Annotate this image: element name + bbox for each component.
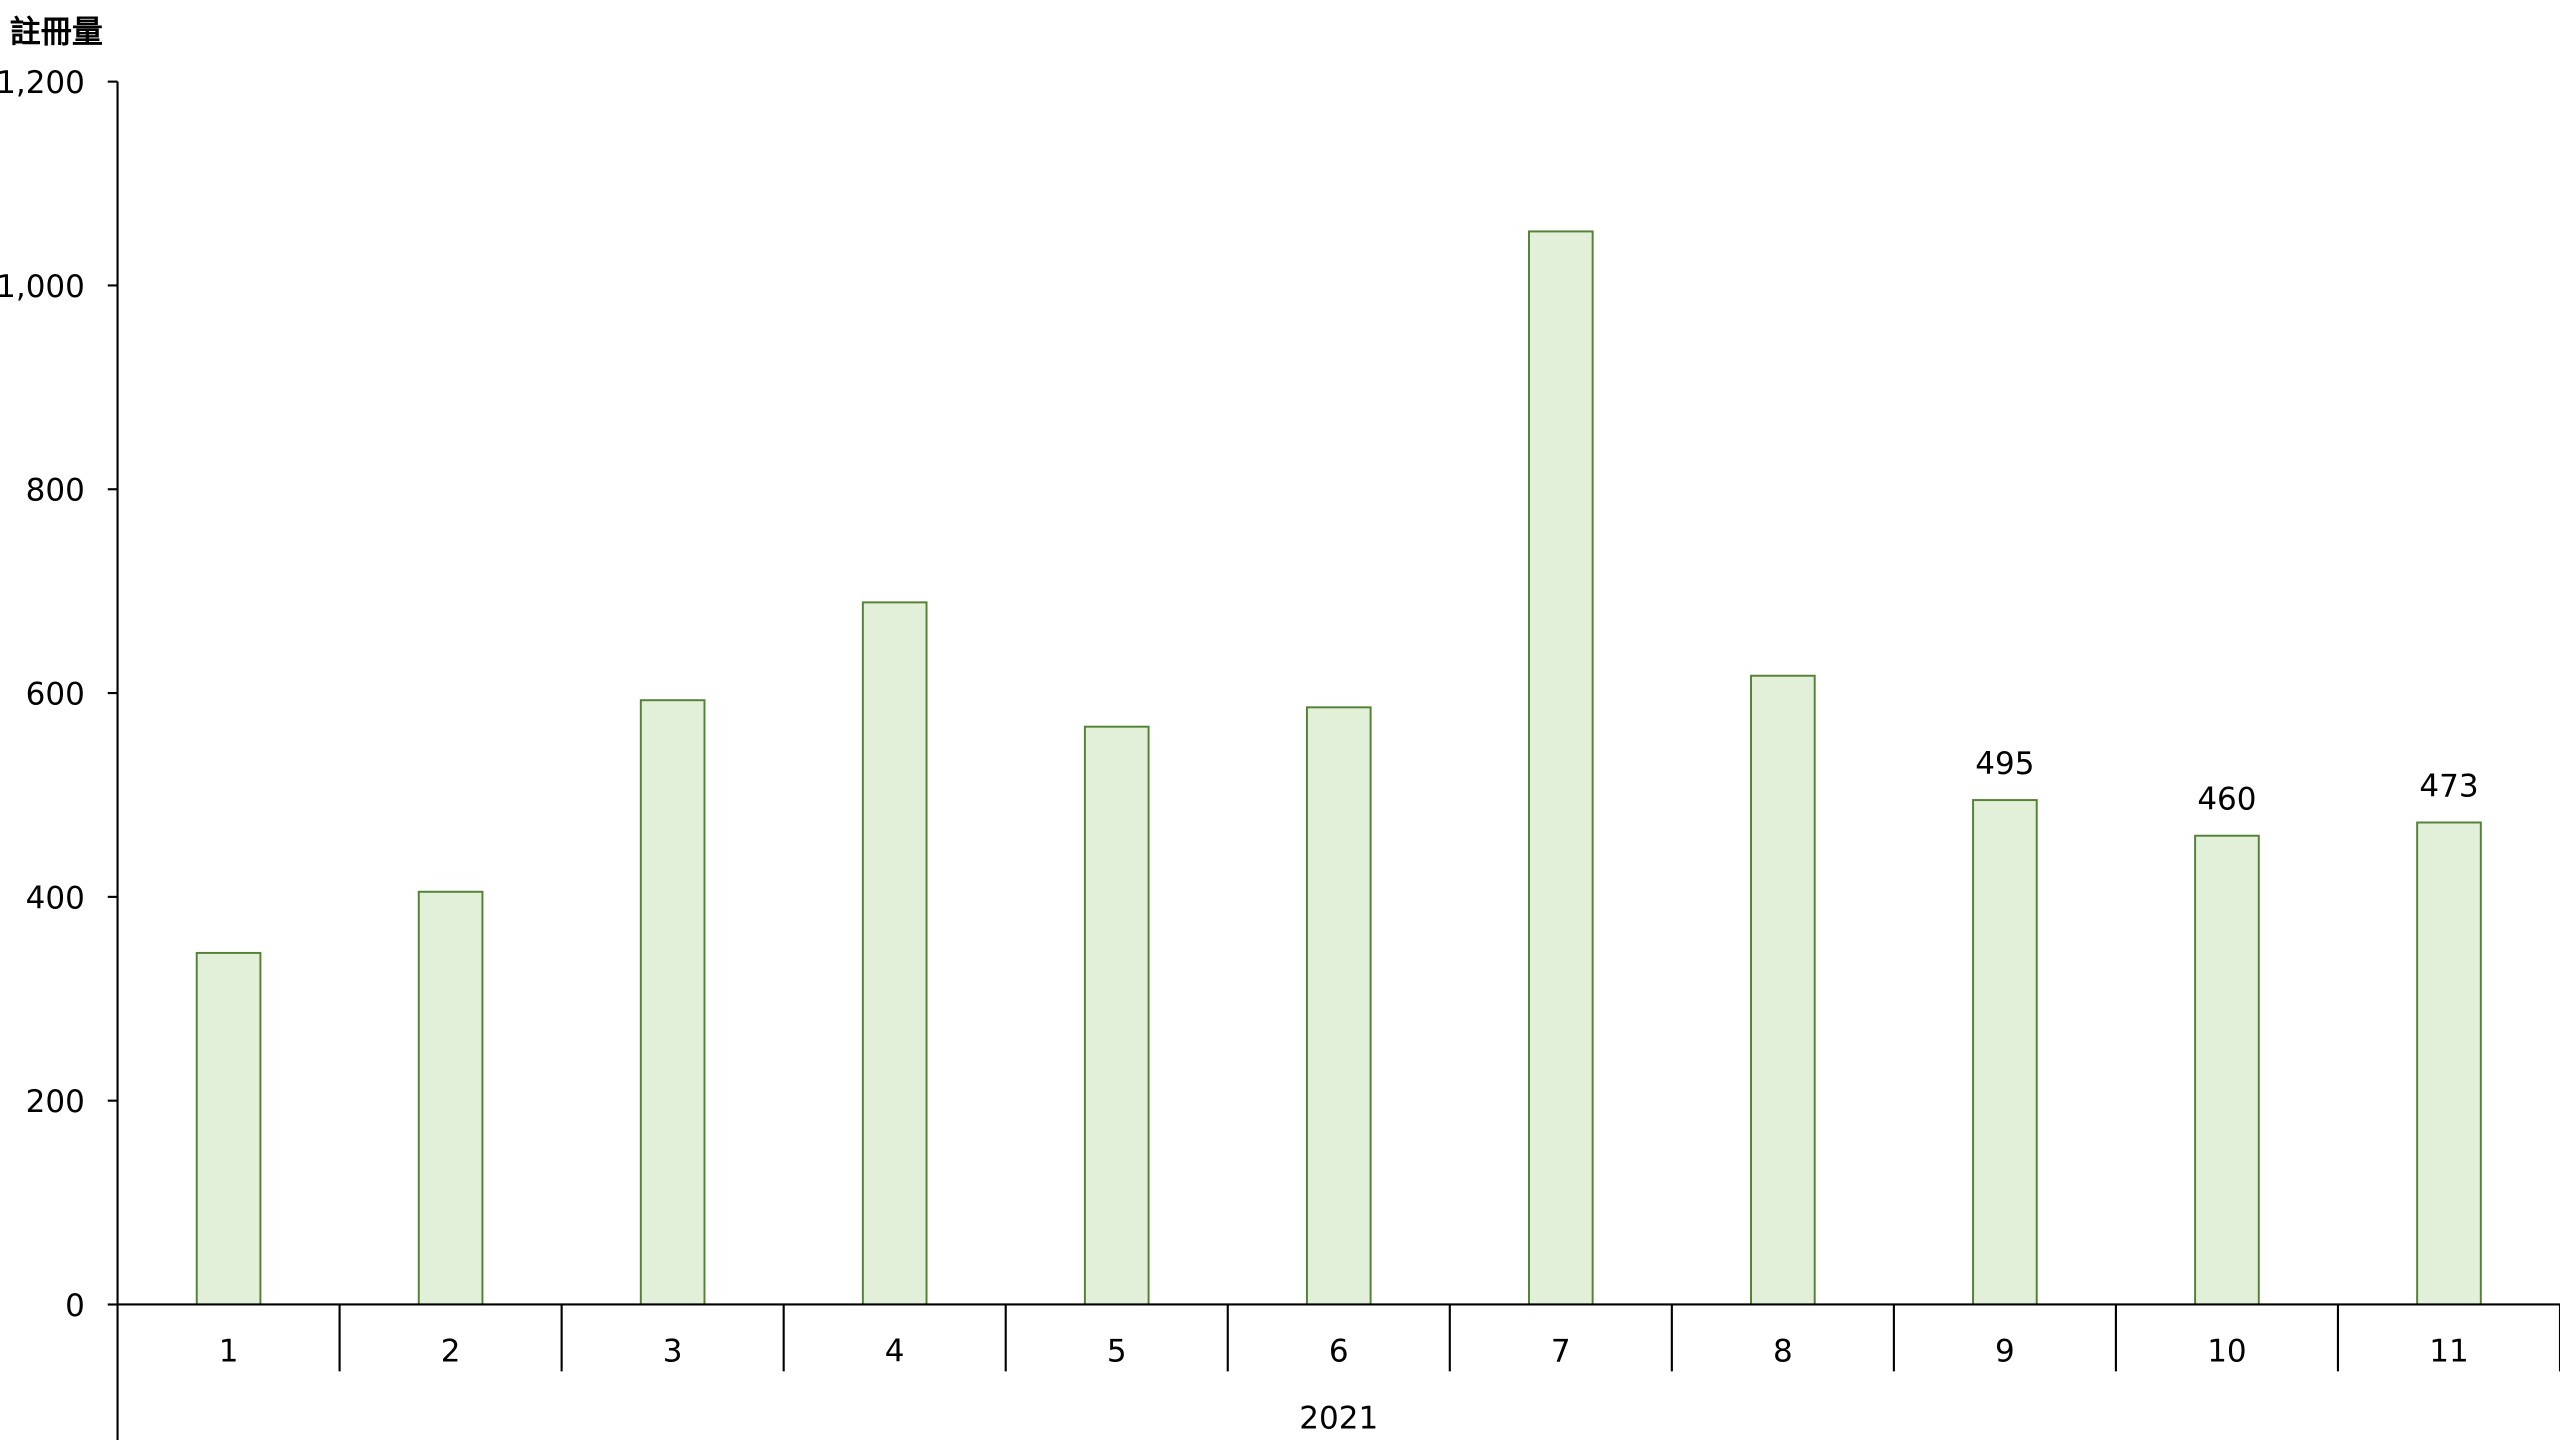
x-tick-label: 5 — [1107, 1334, 1127, 1370]
x-tick-label: 2 — [441, 1334, 461, 1370]
y-axis: 0 200 400 600 800 1,000 1,200 — [0, 65, 119, 1440]
x-tick-label: 10 — [2207, 1334, 2246, 1370]
data-label: 495 — [1975, 746, 2034, 782]
y-tick-label: 200 — [26, 1084, 85, 1120]
x-tick-label: 7 — [1551, 1334, 1571, 1370]
bar — [2416, 821, 2482, 1306]
data-label: 473 — [2419, 768, 2478, 804]
bar — [1305, 706, 1372, 1306]
y-tick-label: 1,200 — [0, 65, 85, 101]
y-tick-label: 0 — [65, 1288, 85, 1324]
y-tick-label: 1,000 — [0, 269, 85, 305]
bar — [1528, 230, 1594, 1306]
bar — [195, 951, 262, 1306]
bar — [861, 601, 928, 1306]
bar — [1750, 674, 1816, 1306]
x-tick-label: 11 — [2429, 1334, 2468, 1370]
bars: 495 460 473 — [195, 230, 2482, 1306]
y-tick-label: 800 — [26, 473, 85, 509]
x-tick-label: 8 — [1773, 1334, 1793, 1370]
y-axis-title: 註冊量 — [10, 14, 103, 50]
y-tick-label: 400 — [26, 880, 85, 916]
bar — [2194, 834, 2260, 1306]
x-tick-label: 6 — [1329, 1334, 1349, 1370]
data-label: 460 — [2197, 782, 2256, 818]
bar — [417, 890, 484, 1306]
bar — [639, 699, 706, 1306]
x-tick-label: 1 — [219, 1334, 239, 1370]
y-tick-label: 600 — [26, 676, 85, 712]
x-tick-label: 3 — [663, 1334, 683, 1370]
bar — [1083, 725, 1150, 1306]
x-tick-label: 4 — [885, 1334, 905, 1370]
bar — [1972, 799, 2038, 1306]
x-tick-label: 9 — [1995, 1334, 2015, 1370]
x-group-label: 2021 — [1299, 1401, 1378, 1437]
x-axis: 1 2 3 4 5 6 7 8 9 10 11 — [117, 1303, 2560, 1372]
